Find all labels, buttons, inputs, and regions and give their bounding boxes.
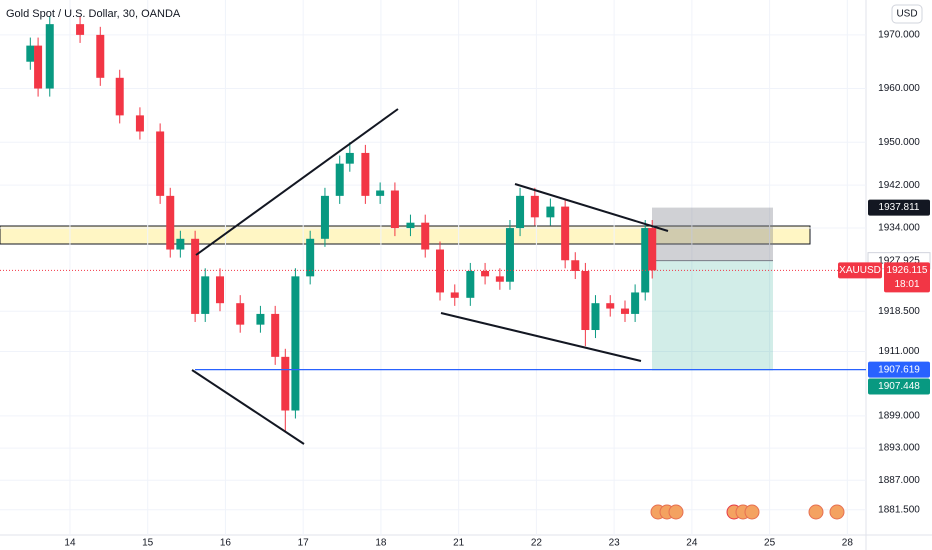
y-tick-label: 1960.000	[878, 83, 920, 94]
candle-body	[606, 303, 615, 309]
trend-line	[440, 312, 642, 362]
last-price-tag	[884, 262, 930, 293]
candle-body	[166, 195, 175, 250]
candle-body	[495, 276, 504, 282]
candle-body	[435, 249, 444, 293]
y-tick-label: 1893.000	[878, 443, 920, 454]
candle-body	[201, 276, 210, 314]
last-price-label: 1926.115	[887, 265, 928, 276]
trend-line	[514, 183, 669, 232]
trend-line	[195, 108, 399, 256]
candle-body	[271, 313, 280, 357]
candle-body	[215, 276, 224, 304]
y-tick-label: 1942.000	[878, 180, 920, 191]
currency[interactable]: USD	[896, 9, 917, 20]
candles	[26, 16, 657, 432]
y-tick-label: 1911.000	[879, 346, 920, 357]
currency-button[interactable]	[891, 4, 923, 24]
y-tick-label: 1970.000	[878, 30, 920, 41]
x-tick-label: 15	[142, 538, 154, 549]
y-tick-label: 1934.000	[878, 223, 920, 234]
candle-body	[45, 24, 54, 89]
candle-body	[361, 152, 370, 196]
candle-body	[406, 222, 415, 229]
trend-lines	[191, 108, 669, 445]
candle-body	[561, 206, 570, 261]
target-tag	[868, 378, 930, 395]
symbol-tag	[838, 262, 882, 279]
candle-body	[530, 195, 539, 218]
candle-body	[320, 195, 329, 239]
countdown-label: 18:01	[894, 279, 919, 290]
candle-body	[466, 270, 475, 298]
stop-tag-label: 1937.811	[879, 202, 920, 213]
y-tick-label: 1899.000	[878, 411, 920, 422]
candle-body	[571, 260, 580, 271]
candle-body	[96, 34, 105, 78]
entry-tag-label: 1927.925	[878, 255, 920, 266]
x-tick-label: 18	[375, 538, 387, 549]
x-tick-label: 24	[686, 538, 698, 549]
target-tag-label: 1907.448	[878, 381, 920, 392]
candle-body	[335, 163, 344, 196]
candle-body	[156, 131, 165, 196]
candle-body	[591, 303, 600, 331]
stop-zone	[652, 207, 773, 261]
candle-body	[345, 152, 354, 164]
candle-body	[421, 222, 430, 250]
x-tick-label: 22	[531, 538, 543, 549]
candle-body	[546, 206, 555, 218]
candle-body	[450, 292, 459, 298]
candle-body	[135, 115, 144, 132]
hline-tag	[868, 361, 930, 378]
candle-body	[191, 238, 200, 314]
stop-tag	[868, 199, 930, 216]
candle-body	[306, 238, 315, 277]
x-tick-label: 23	[609, 538, 621, 549]
event-icon	[744, 504, 760, 520]
target-zone	[652, 260, 773, 371]
candle-body	[641, 228, 650, 293]
zone	[0, 225, 811, 245]
candle-body	[281, 356, 290, 411]
x-tick-label: 28	[842, 538, 854, 549]
candle-body	[376, 190, 385, 196]
symbol-tag-label: XAUUSD	[839, 265, 881, 276]
candle-body	[505, 228, 514, 282]
candle-body	[26, 45, 35, 62]
candle-body	[115, 77, 124, 116]
candle-body	[76, 24, 85, 35]
candle-body	[390, 190, 399, 229]
drawings-under	[0, 0, 866, 535]
events	[650, 504, 845, 520]
chart-title: Gold Spot / U.S. Dollar, 30, OANDA	[6, 8, 181, 20]
x-tick-label: 14	[64, 538, 76, 549]
event-icon	[829, 504, 845, 520]
x-tick-label: 16	[220, 538, 232, 549]
y-tick-label: 1950.000	[878, 137, 920, 148]
y-tick-label: 1887.000	[878, 475, 920, 486]
candle-body	[516, 195, 525, 229]
candle-body	[621, 308, 630, 314]
candle-body	[648, 228, 657, 271]
candle-body	[256, 313, 265, 325]
y-tick-label: 1918.500	[878, 306, 920, 317]
y-tick-label: 1881.500	[878, 504, 920, 515]
candle-body	[581, 270, 590, 331]
candle-body	[481, 270, 490, 277]
candle-body	[176, 238, 185, 250]
candle-body	[291, 276, 300, 411]
trend-line	[191, 369, 305, 445]
event-icon	[808, 504, 824, 520]
candle-body	[236, 303, 245, 325]
candle-body	[631, 292, 640, 314]
x-tick-label: 17	[298, 538, 310, 549]
x-tick-label: 25	[764, 538, 776, 549]
x-tick-label: 21	[453, 538, 465, 549]
hline-tag-label: 1907.619	[878, 364, 920, 375]
event-icon	[668, 504, 684, 520]
candle-body	[34, 45, 43, 89]
